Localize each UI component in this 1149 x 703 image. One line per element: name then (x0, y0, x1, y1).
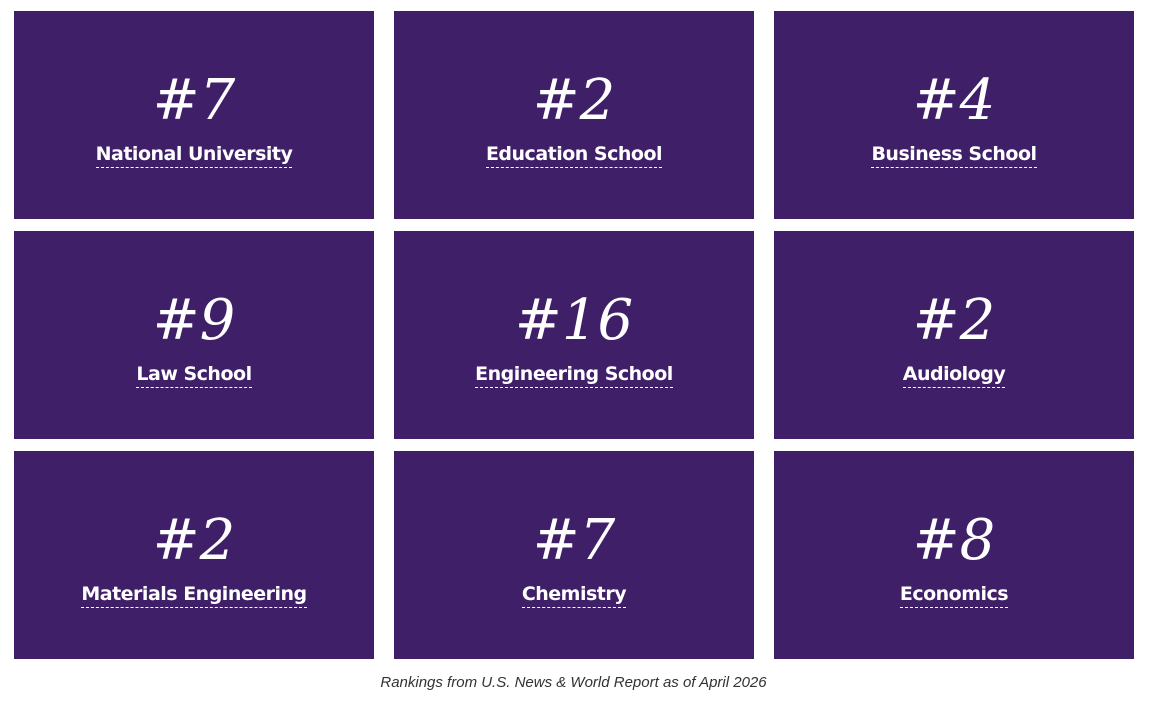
ranking-tile: #2 Education School (394, 11, 754, 219)
ranking-label[interactable]: Audiology (902, 363, 1006, 388)
ranking-tile: #8 Economics (774, 451, 1134, 659)
ranking-tile: #9 Law School (14, 231, 374, 439)
rank-number: #7 (532, 508, 616, 573)
rank-number: #2 (152, 508, 236, 573)
rank-number: #4 (912, 68, 996, 133)
rankings-grid: #7 National University #2 Education School #… (14, 11, 1134, 659)
ranking-label[interactable]: Chemistry (521, 583, 627, 608)
rank-number: #8 (912, 508, 996, 573)
ranking-label[interactable]: Law School (136, 363, 252, 388)
caption: Rankings from U.S. News & World Report a… (380, 674, 767, 691)
ranking-tile: #7 National University (14, 11, 374, 219)
rank-number: #2 (532, 68, 616, 133)
ranking-tile: #4 Business School (774, 11, 1134, 219)
ranking-label[interactable]: National University (95, 143, 293, 168)
ranking-tile: #16 Engineering School (394, 231, 754, 439)
ranking-tile: #7 Chemistry (394, 451, 754, 659)
rank-number: #7 (152, 68, 236, 133)
ranking-tile: #2 Materials Engineering (14, 451, 374, 659)
ranking-label[interactable]: Engineering School (475, 363, 673, 388)
ranking-label[interactable]: Business School (871, 143, 1037, 168)
ranking-label[interactable]: Materials Engineering (81, 583, 307, 608)
ranking-label[interactable]: Economics (899, 583, 1009, 608)
rank-number: #16 (514, 288, 634, 353)
ranking-tile: #2 Audiology (774, 231, 1134, 439)
rank-number: #9 (152, 288, 236, 353)
rank-number: #2 (912, 288, 996, 353)
ranking-label[interactable]: Education School (485, 143, 663, 168)
